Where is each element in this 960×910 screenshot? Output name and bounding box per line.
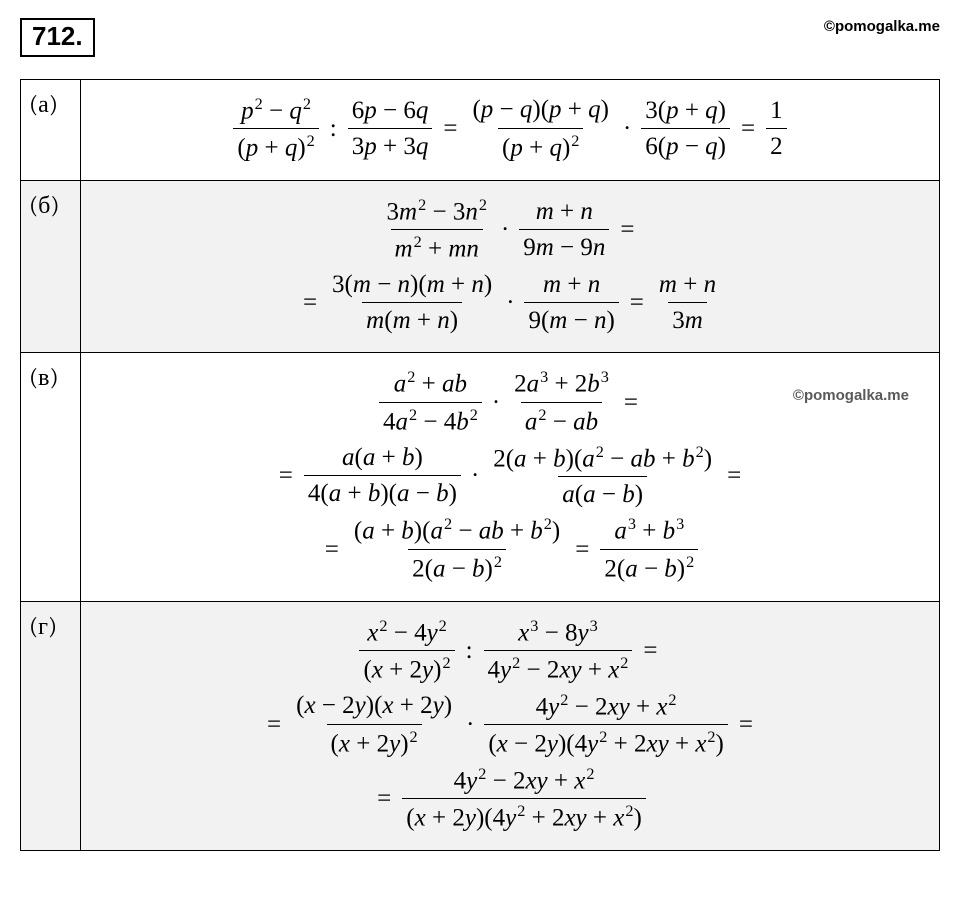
- equation-b: 3m2 − 3n2 m2 + mn ∙ m + n 9m − 9n = = 3(…: [89, 195, 931, 337]
- row-content: ©pomogalka.me a2 + ab 4a2 − 4b2 ∙ 2a3 + …: [81, 353, 940, 601]
- problem-number: 712.: [32, 21, 83, 51]
- row-label-text: (б): [29, 191, 60, 219]
- row-content: x2 − 4y2 (x + 2y)2 : x3 − 8y3 4y2 − 2xy …: [81, 601, 940, 850]
- table-row: (г) x2 − 4y2 (x + 2y)2 : x3 − 8y3 4y2 − …: [21, 601, 940, 850]
- solutions-table: (а) p2 − q2 (p + q)2 : 6p − 6q 3p + 3q =…: [20, 79, 940, 851]
- equation-g: x2 − 4y2 (x + 2y)2 : x3 − 8y3 4y2 − 2xy …: [89, 616, 931, 834]
- problem-number-box: 712.: [20, 18, 95, 57]
- table-row: (б) 3m2 − 3n2 m2 + mn ∙ m + n 9m − 9n = …: [21, 180, 940, 353]
- row-content: p2 − q2 (p + q)2 : 6p − 6q 3p + 3q = (p …: [81, 79, 940, 180]
- row-label-text: (в): [29, 363, 59, 391]
- watermark-inline: ©pomogalka.me: [793, 387, 909, 404]
- row-label: (а): [21, 79, 81, 180]
- row-label-text: (г): [29, 612, 57, 640]
- table-row: (а) p2 − q2 (p + q)2 : 6p − 6q 3p + 3q =…: [21, 79, 940, 180]
- watermark-top: ©pomogalka.me: [824, 18, 940, 35]
- row-label: (г): [21, 601, 81, 850]
- row-label: (б): [21, 180, 81, 353]
- equation-a: p2 − q2 (p + q)2 : 6p − 6q 3p + 3q = (p …: [89, 94, 931, 164]
- row-content: 3m2 − 3n2 m2 + mn ∙ m + n 9m − 9n = = 3(…: [81, 180, 940, 353]
- table-row: (в) ©pomogalka.me a2 + ab 4a2 − 4b2 ∙ 2a…: [21, 353, 940, 601]
- row-label-text: (а): [29, 90, 58, 118]
- row-label: (в): [21, 353, 81, 601]
